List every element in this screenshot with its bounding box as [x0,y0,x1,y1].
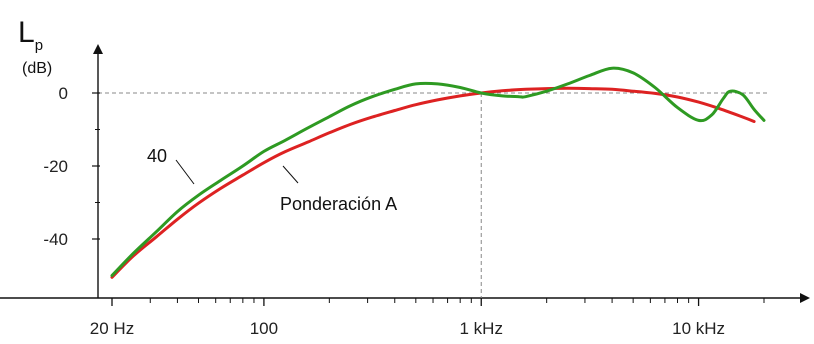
series-a-weighting-line [110,86,756,279]
x-tick-label: 1 kHz [460,319,503,338]
x-tick-labels: 20 Hz 100 1 kHz 10 kHz [90,319,725,338]
annotation-40: 40 [147,146,167,166]
annotation-a-weighting-leader [282,165,299,184]
y-axis-unit: (dB) [22,60,52,77]
x-tick-label: 100 [250,319,278,338]
series-40-phon-line [110,66,766,277]
y-ticks: 0 -20 -40 [43,84,100,249]
annotation-40-leader [175,159,195,185]
y-tick-label: -20 [43,157,68,176]
y-tick-label: -40 [43,230,68,249]
y-axis-title: Lp [18,16,43,54]
series-layer [110,66,766,279]
x-ticks [111,298,765,306]
y-axis-title-letter: L [18,16,35,49]
x-tick-label: 10 kHz [672,319,725,338]
y-axis-title-subscript: p [35,37,43,54]
annotation-a-weighting: Ponderación A [280,194,397,214]
y-tick-label: 0 [59,84,68,103]
x-tick-label: 20 Hz [90,319,134,338]
